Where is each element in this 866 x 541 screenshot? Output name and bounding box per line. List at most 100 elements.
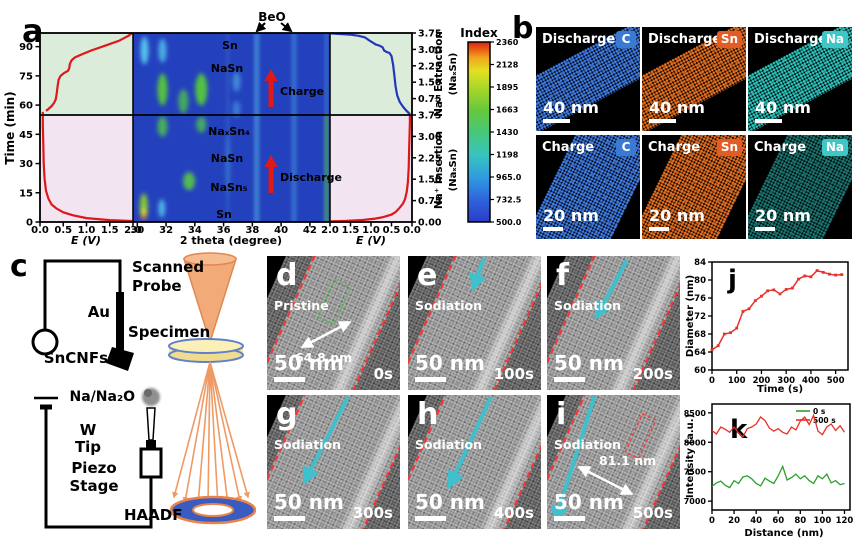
diameter-marker bbox=[772, 288, 776, 292]
timestamp: 100s bbox=[493, 365, 534, 383]
right-e-axis-label: E (V) bbox=[356, 234, 386, 247]
charge-label: Charge bbox=[280, 85, 324, 98]
scalebar bbox=[649, 119, 676, 123]
chart-k-plot: 0 20 40 60 80 100 120 7000 7500 8000 8500 bbox=[684, 409, 853, 526]
colorbar-tick-label: 1895 bbox=[496, 83, 519, 92]
w-tip-holder bbox=[146, 440, 156, 449]
diameter-marker bbox=[828, 272, 831, 276]
e-right-tick-label: 0.0 bbox=[403, 225, 421, 236]
discharge-voltage-curve bbox=[41, 111, 133, 223]
colorbar-tick-label: 1663 bbox=[496, 106, 518, 115]
scalebar bbox=[755, 227, 775, 231]
na-na2o-blob-detail bbox=[144, 389, 152, 397]
k-x-tick-label: 0 bbox=[709, 516, 715, 526]
colorbar-tick-label: 1430 bbox=[496, 128, 519, 137]
xrd-blob bbox=[196, 116, 207, 133]
panel-k-label: k bbox=[730, 415, 748, 445]
j-y-tick-label: 76 bbox=[694, 294, 706, 304]
phase-nasn5: NaSn₅ bbox=[210, 181, 247, 194]
j-y-tick-label: 72 bbox=[694, 312, 706, 322]
chart-j-xlabel: Time (s) bbox=[757, 384, 803, 395]
panel-j-label: j bbox=[727, 265, 737, 295]
element-badge: C bbox=[616, 139, 636, 156]
state-label: Pristine bbox=[274, 298, 329, 313]
colorbar-tick-label: 965.0 bbox=[496, 173, 522, 182]
eds-map-discharge-sn: Discharge Sn 40 nm bbox=[642, 27, 746, 131]
xrd-blob bbox=[142, 213, 146, 222]
k-y-tick-label: 8500 bbox=[684, 409, 706, 418]
sodiation-front-arrow bbox=[469, 257, 487, 292]
colorbar bbox=[467, 41, 491, 223]
colorbar-tick-label: 2128 bbox=[496, 61, 519, 70]
theta-tick-label: 32 bbox=[159, 225, 173, 236]
sodiation-front-arrow bbox=[594, 259, 629, 321]
element-badge: Sn bbox=[716, 31, 742, 48]
left-e-axis-label: E (V) bbox=[71, 234, 101, 247]
insertion-axis-label: Na⁺ Insertion bbox=[433, 131, 445, 209]
sodiation-front-arrow bbox=[551, 395, 597, 524]
panel-a-label: a bbox=[22, 12, 44, 50]
tem-image-h: h Sodiation 50 nm 400s bbox=[408, 395, 541, 529]
state-label: Sodiation bbox=[554, 298, 622, 313]
diameter-marker bbox=[784, 288, 788, 291]
colorbar-tick-label: 732.5 bbox=[496, 196, 522, 205]
w-tip-needle bbox=[146, 407, 156, 441]
theta-tick-label: 40 bbox=[274, 225, 288, 236]
xrd-blob bbox=[224, 133, 231, 194]
state-label: Discharge bbox=[648, 32, 722, 47]
e-left-tick-label: 1.0 bbox=[78, 225, 96, 236]
chart-j-plot: 0 100 200 300 400 500 60 64 68 72 76 80 84 bbox=[694, 258, 844, 386]
scalebar-label: 20 nm bbox=[755, 206, 811, 225]
sncnfs-label: SnCNFs bbox=[44, 349, 108, 367]
diameter-marker bbox=[803, 274, 807, 278]
insertion-tick-label: 1.50 bbox=[418, 175, 442, 186]
xrd-streak bbox=[291, 33, 298, 222]
haadf-detector-hole bbox=[192, 503, 234, 517]
scalebar bbox=[755, 119, 782, 123]
time-tick-label: 15 bbox=[19, 188, 33, 199]
eds-map-discharge-na: Discharge Na 40 nm bbox=[748, 27, 852, 131]
timestamp: 400s bbox=[493, 504, 534, 522]
charge-voltage-curve bbox=[45, 32, 133, 112]
tem-image-e: e Sodiation 50 nm 100s bbox=[408, 256, 541, 390]
panel-h-label: h bbox=[417, 397, 439, 432]
discharge-arrow-head bbox=[264, 155, 278, 167]
e-left-tick-label: 2.0 bbox=[124, 225, 142, 236]
xrd-blob bbox=[232, 100, 241, 117]
charge-arrow-head bbox=[264, 69, 278, 81]
theta-tick-label: 42 bbox=[303, 225, 317, 236]
j-y-tick-label: 80 bbox=[694, 276, 706, 286]
panel-e-label: e bbox=[417, 258, 438, 293]
circuit-wire-bottom bbox=[44, 407, 153, 529]
xrd-blob bbox=[232, 71, 241, 92]
scanned-probe-label-2: Probe bbox=[132, 277, 182, 295]
diameter-marker bbox=[741, 310, 745, 313]
scalebar bbox=[543, 227, 563, 231]
e-right-tick-label: 1.0 bbox=[362, 225, 380, 236]
piezo-stage-label-2: Stage bbox=[69, 477, 118, 495]
diameter-arrow bbox=[577, 466, 634, 495]
diameter-marker bbox=[809, 275, 813, 279]
panel-a-frame bbox=[39, 32, 413, 223]
j-y-tick-label: 68 bbox=[694, 330, 706, 340]
j-y-tick-label: 84 bbox=[694, 258, 706, 268]
scalebar-label: 20 nm bbox=[649, 206, 705, 225]
k-y-tick-label: 8000 bbox=[684, 438, 706, 447]
diameter-marker bbox=[753, 299, 757, 303]
annotations-d bbox=[300, 279, 352, 348]
colorbar-tick-label: 2360 bbox=[496, 38, 519, 47]
sodiation-front-arrow bbox=[447, 396, 493, 490]
scalebar-label: 50 nm bbox=[274, 351, 344, 375]
tem-image-g: g Sodiation 50 nm 300s bbox=[267, 395, 400, 529]
panel-b-label: b bbox=[512, 11, 534, 46]
extraction-tick-label: 1.50 bbox=[418, 78, 442, 89]
na-na2o-label: Na/Na₂O bbox=[70, 389, 136, 405]
time-tick-label: 60 bbox=[19, 101, 33, 112]
diameter-series-line bbox=[711, 269, 842, 351]
insertion-tick-label: 3.75 bbox=[418, 111, 441, 122]
e-right-tick-label: 2.0 bbox=[321, 225, 339, 236]
scalebar bbox=[554, 377, 585, 382]
xrd-blob bbox=[178, 89, 189, 114]
eds-map-charge-na: Charge Na 20 nm bbox=[748, 135, 852, 239]
